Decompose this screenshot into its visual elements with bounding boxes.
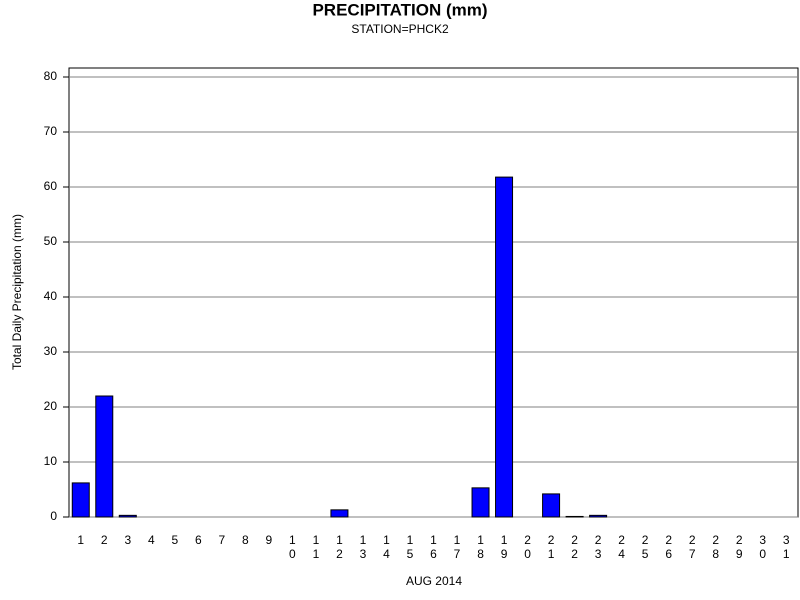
- bar: [565, 515, 584, 518]
- y-tick-label: 10: [44, 454, 58, 468]
- x-axis-label: AUG 2014: [406, 574, 462, 588]
- x-tick-label: 1: [77, 533, 84, 547]
- bar: [495, 176, 514, 518]
- y-tick-label: 50: [44, 234, 58, 248]
- x-tick-label: 2: [101, 533, 108, 547]
- x-tick-label: 5: [171, 533, 178, 547]
- x-tick-label: 8: [242, 533, 249, 547]
- plot-frame: [68, 67, 799, 518]
- bar: [471, 487, 490, 518]
- y-tick-label: 40: [44, 289, 58, 303]
- chart-title: PRECIPITATION (mm): [312, 0, 487, 19]
- y-tick-label: 0: [50, 509, 57, 523]
- bar: [330, 509, 349, 518]
- x-tick-label: 9: [266, 533, 273, 547]
- y-tick-label: 30: [44, 344, 58, 358]
- bar: [118, 514, 137, 518]
- chart-subtitle: STATION=PHCK2: [351, 22, 449, 36]
- x-tick-label: 7: [219, 533, 226, 547]
- y-axis-label: Total Daily Precipitation (mm): [10, 214, 24, 370]
- bar: [542, 493, 561, 518]
- y-tick-label: 20: [44, 399, 58, 413]
- bar: [95, 395, 114, 518]
- y-tick-label: 70: [44, 124, 58, 138]
- x-tick-label: 6: [195, 533, 202, 547]
- x-tick-label: 4: [148, 533, 155, 547]
- y-tick-label: 80: [44, 69, 58, 83]
- x-tick-label: 3: [124, 533, 131, 547]
- bar: [589, 514, 608, 518]
- y-tick-label: 60: [44, 179, 58, 193]
- bar: [71, 482, 90, 518]
